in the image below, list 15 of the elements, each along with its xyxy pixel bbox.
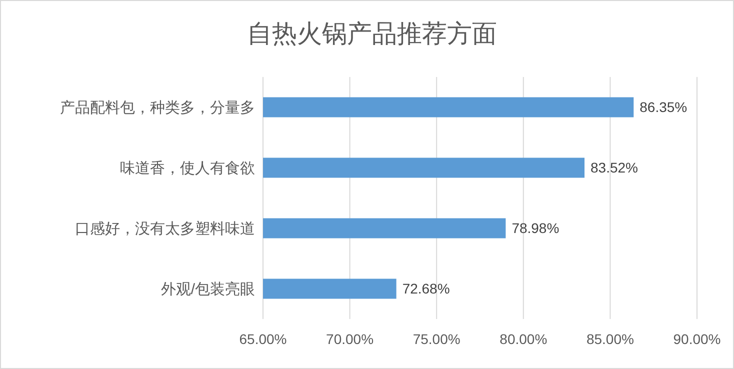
y-tick-label: 产品配料包，种类多，分量多 xyxy=(60,100,255,116)
x-tick-label: 90.00% xyxy=(673,331,721,347)
x-tick-label: 70.00% xyxy=(326,331,374,347)
y-tick-label: 口感好，没有太多塑料味道 xyxy=(75,220,255,238)
y-tick-label: 味道香，使人有食欲 xyxy=(120,160,255,177)
x-tick-label: 80.00% xyxy=(500,331,548,347)
data-label: 72.68% xyxy=(402,280,450,297)
data-label: 78.98% xyxy=(512,220,560,236)
y-tick-label: 外观/包装亮眼 xyxy=(160,281,255,298)
data-label: 86.35% xyxy=(640,99,688,116)
chart-title: 自热火锅产品推荐方面 xyxy=(247,20,497,48)
data-label: 83.52% xyxy=(590,160,638,176)
x-tick-label: 85.00% xyxy=(586,331,634,347)
x-tick-label: 75.00% xyxy=(412,331,460,347)
x-tick-label: 65.00% xyxy=(239,331,287,347)
